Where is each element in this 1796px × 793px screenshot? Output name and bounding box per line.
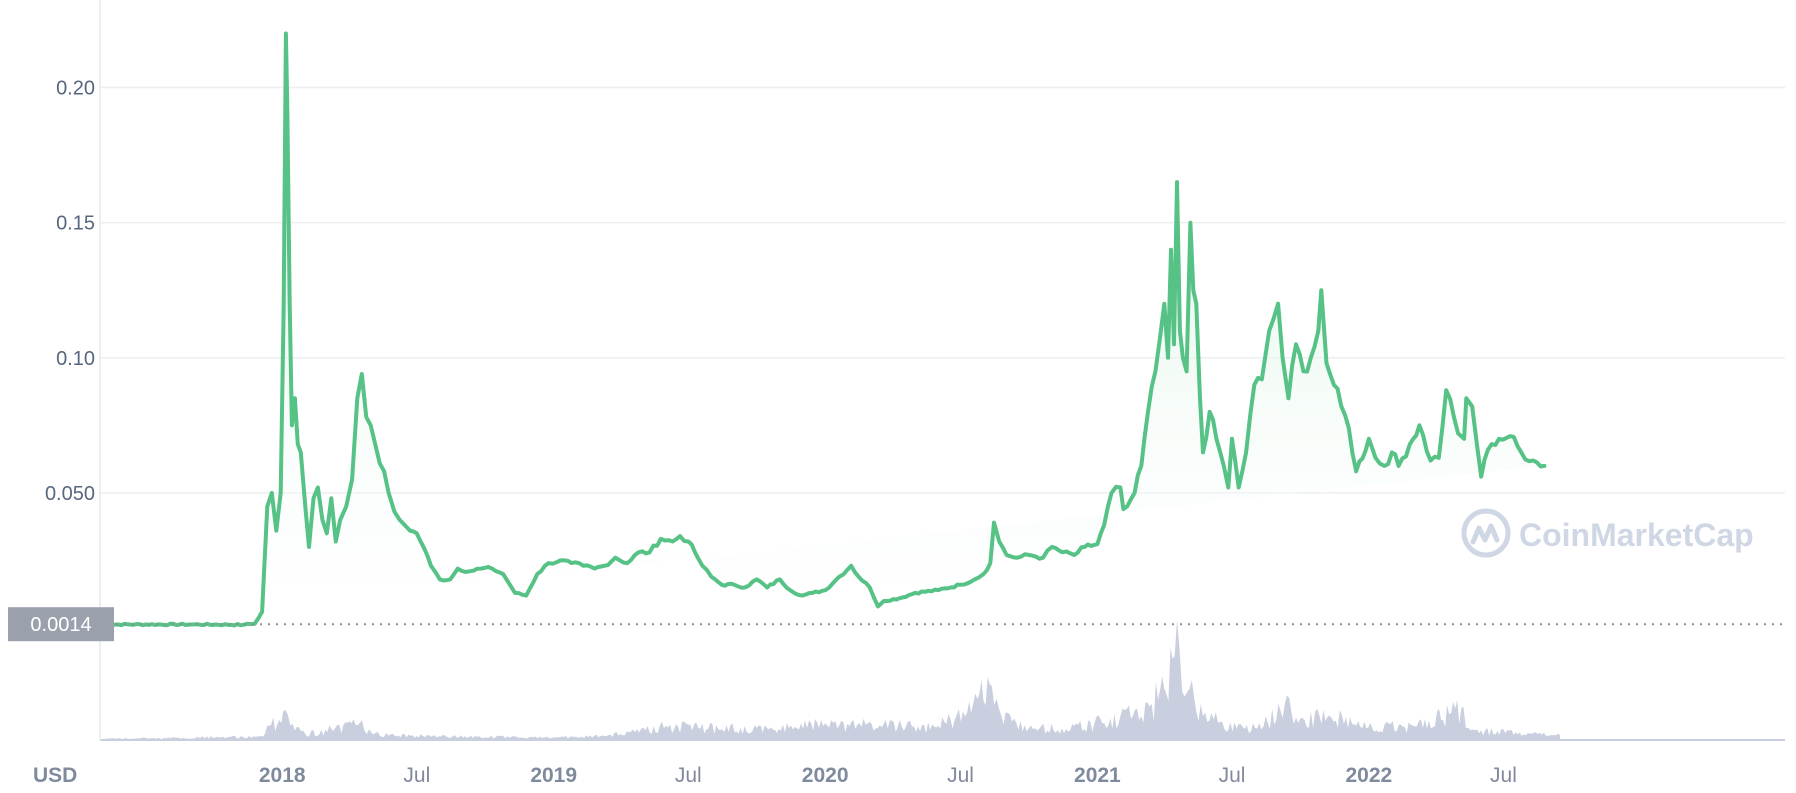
x-axis-ticks: 2018 Jul 2019 Jul 2020 Jul 2021 Jul 2022 Jul <box>259 764 1517 787</box>
currency-unit-label: USD <box>33 764 77 787</box>
current-price-label: 0.0014 <box>30 614 91 636</box>
price-line <box>98 31 1547 628</box>
coinmarketcap-watermark: CoinMarketCap <box>1461 508 1754 558</box>
x-tick-month-label: Jul <box>947 764 974 787</box>
x-tick-month-label: Jul <box>403 764 430 787</box>
x-tick-year-label: 2021 <box>1074 764 1121 787</box>
price-area <box>100 33 1545 626</box>
watermark-text: CoinMarketCap <box>1519 517 1754 553</box>
y-tick-label: 0.20 <box>56 78 95 100</box>
coinmarketcap-logo-icon <box>1461 508 1511 558</box>
current-price-badge-bg <box>8 607 114 642</box>
y-tick-label: 0.10 <box>56 348 95 370</box>
x-tick-month-label: Jul <box>1490 764 1517 787</box>
x-tick-month-label: Jul <box>1219 764 1246 787</box>
x-tick-month-label: Jul <box>675 764 702 787</box>
grid-lines <box>100 86 1785 494</box>
x-tick-year-label: 2020 <box>802 764 849 787</box>
x-tick-year-label: 2022 <box>1345 764 1392 787</box>
current-price-badge: 0.0014 <box>8 607 114 642</box>
volume-area <box>100 620 1560 740</box>
coinmarketcap-logo-wave <box>1470 523 1500 545</box>
x-tick-year-label: 2018 <box>259 764 306 787</box>
y-tick-label: 0.15 <box>56 213 95 235</box>
y-tick-label: 0.050 <box>45 483 95 505</box>
x-tick-year-label: 2019 <box>530 764 577 787</box>
y-axis-ticks: 0.050 0.10 0.15 0.20 <box>45 78 95 505</box>
